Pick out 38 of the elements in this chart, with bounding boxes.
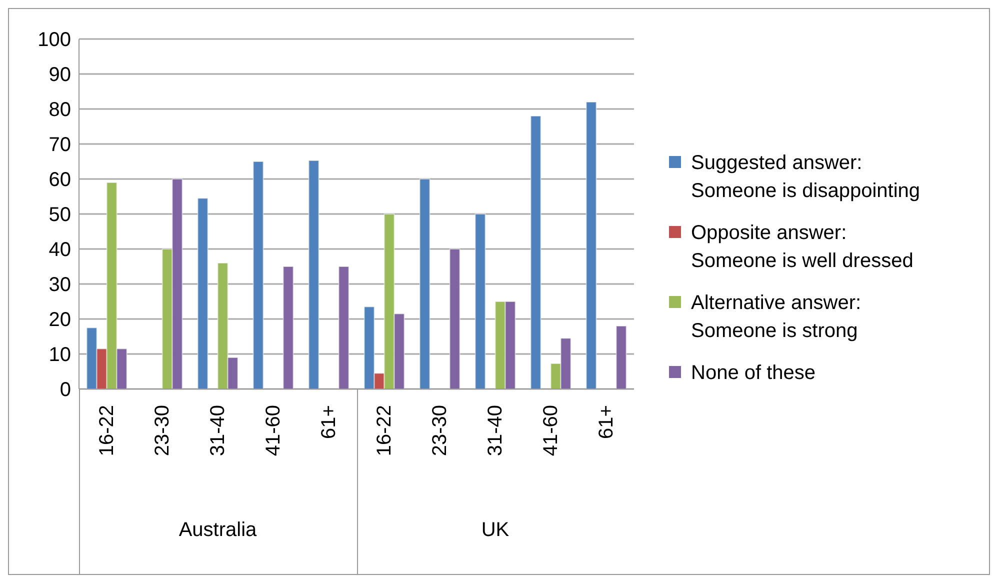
y-tick-label: 10 bbox=[48, 344, 71, 366]
y-tick-label: 80 bbox=[48, 99, 71, 122]
y-tick-label: 40 bbox=[48, 239, 71, 262]
bar bbox=[530, 116, 542, 389]
y-tick-label: 50 bbox=[48, 204, 71, 226]
x-tick-label: 16-22 bbox=[373, 405, 396, 456]
bar bbox=[474, 214, 486, 389]
x-tick-label: 61+ bbox=[595, 405, 618, 439]
bar bbox=[338, 266, 350, 389]
y-tick-label: 100 bbox=[38, 29, 71, 52]
y-tick-label: 60 bbox=[48, 169, 71, 192]
y-tick-label: 90 bbox=[48, 64, 71, 86]
bar bbox=[586, 102, 597, 389]
y-tick-label: 30 bbox=[48, 274, 71, 296]
text: Australia bbox=[178, 519, 258, 542]
legend-label: Suggested answer: Someone is disappointing bbox=[691, 151, 920, 204]
bar bbox=[449, 248, 460, 389]
legend-label: Opposite answer: Someone is well dressed bbox=[691, 221, 914, 274]
bar bbox=[419, 178, 430, 389]
x-tick-label: 41-60 bbox=[262, 405, 284, 456]
y-tick-label: 0 bbox=[60, 379, 71, 402]
x-tick-label: 23-30 bbox=[151, 405, 174, 456]
legend-label: Alternative answer: Someone is strong bbox=[691, 291, 862, 344]
bar bbox=[308, 160, 320, 389]
bar bbox=[252, 161, 264, 389]
text: UK bbox=[480, 519, 510, 542]
x-tick-label: 41-60 bbox=[540, 405, 562, 456]
x-tick-label: 31-40 bbox=[206, 405, 229, 456]
bar bbox=[616, 326, 627, 389]
x-tick-label: 16-22 bbox=[96, 405, 118, 456]
x-tick-label: 31-40 bbox=[484, 405, 506, 456]
y-tick-label: 70 bbox=[48, 134, 71, 156]
bar bbox=[197, 198, 208, 389]
x-tick-label: 61+ bbox=[318, 405, 340, 439]
y-tick-label: 20 bbox=[48, 309, 71, 332]
x-tick-label: 23-30 bbox=[428, 405, 451, 456]
legend-label: None of these bbox=[691, 361, 816, 386]
bar bbox=[282, 266, 294, 389]
